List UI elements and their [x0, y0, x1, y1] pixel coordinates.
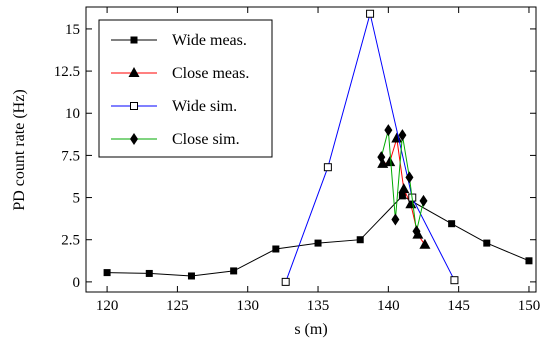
series-layer — [103, 9, 533, 286]
data-point — [103, 269, 111, 277]
plot-frame — [85, 6, 537, 293]
data-point — [450, 276, 459, 285]
legend-marker — [130, 133, 138, 145]
data-point — [356, 236, 364, 244]
y-tick-label: 10 — [65, 106, 80, 122]
data-point — [398, 129, 407, 142]
legend-marker — [130, 36, 138, 44]
y-tick-label: 15 — [65, 22, 80, 38]
x-tick-label: 135 — [307, 298, 330, 314]
data-point — [405, 171, 414, 184]
legend: Wide meas. Close meas. Wide sim. Close sim. — [98, 19, 273, 158]
x-tick-label: 120 — [96, 298, 119, 314]
y-tick-label: 12.5 — [54, 64, 80, 80]
series-line — [285, 13, 455, 283]
x-tick-label: 125 — [166, 298, 189, 314]
legend-entry: Wide sim. — [111, 98, 237, 115]
data-point — [384, 156, 396, 167]
data-point — [314, 239, 322, 247]
legend-entry: Close sim. — [111, 131, 240, 148]
data-point — [398, 192, 406, 200]
x-tick-label: 140 — [377, 298, 400, 314]
data-point — [187, 272, 195, 280]
y-tick-label: 2.5 — [61, 233, 80, 249]
x-tick-label: 145 — [447, 298, 470, 314]
legend-label: Wide meas. — [172, 32, 247, 49]
x-axis-label: s (m) — [294, 321, 327, 338]
data-point — [145, 269, 153, 277]
data-point — [366, 9, 375, 18]
data-point — [412, 225, 421, 238]
legend-marker — [128, 67, 140, 77]
data-point — [323, 163, 332, 172]
data-point — [525, 257, 533, 265]
series-4 — [377, 124, 428, 238]
data-point — [398, 183, 410, 194]
legend-entry: Wide meas. — [111, 32, 247, 49]
data-point — [377, 151, 386, 164]
data-point — [272, 245, 280, 253]
legend-box — [98, 19, 273, 158]
data-point — [448, 220, 456, 228]
data-point — [419, 194, 428, 207]
y-tick-label: 0 — [73, 275, 81, 291]
y-tick-label: 5 — [73, 191, 81, 207]
legend-label: Close meas. — [172, 65, 249, 82]
x-tick-label: 130 — [236, 298, 259, 314]
legend-label: Wide sim. — [172, 98, 237, 115]
legend-label: Close sim. — [172, 131, 240, 148]
y-axis-label: PD count rate (Hz) — [11, 89, 28, 210]
series-1 — [103, 192, 533, 280]
legend-marker — [130, 102, 138, 110]
legend-entry: Close meas. — [111, 65, 249, 82]
data-point — [391, 213, 400, 226]
series-line — [107, 195, 530, 277]
y-tick-label: 7.5 — [61, 148, 80, 164]
series-2 — [377, 132, 431, 249]
data-point — [384, 124, 393, 137]
x-tick-label: 150 — [518, 298, 541, 314]
data-point — [230, 267, 238, 275]
data-point — [419, 238, 431, 249]
data-point — [483, 239, 491, 247]
axis-ticks: 120 125 130 135 140 145 150 0 2.5 5 7.5 10 12.5 15 — [54, 7, 540, 314]
data-point — [281, 277, 290, 286]
